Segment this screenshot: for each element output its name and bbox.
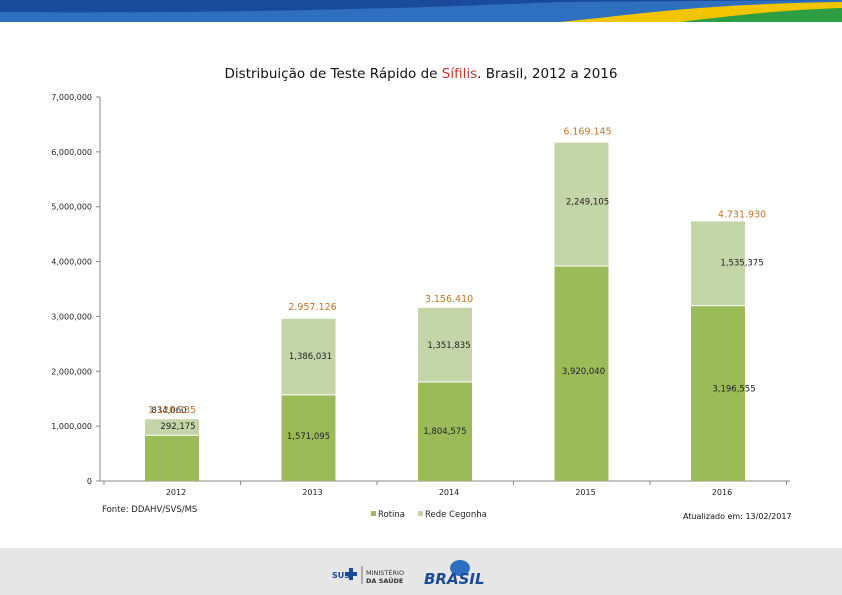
footer-band (0, 548, 842, 595)
source-note: Fonte: DDAHV/SVS/MS (102, 505, 198, 515)
legend-label: Rotina (378, 510, 405, 520)
bar-rotina (418, 382, 472, 481)
cross-icon-h (345, 572, 357, 576)
data-label-rotina: 834,060 (151, 406, 186, 416)
data-label-total: 4.731.930 (718, 209, 766, 220)
ministry-line1: MINISTÉRIO (366, 568, 404, 577)
legend-swatch (418, 511, 423, 516)
data-label-rotina: 3,196,555 (712, 385, 755, 395)
legend-layer: Rotina Rede Cegonha (371, 510, 487, 520)
globe-icon (450, 560, 470, 576)
x-tick-label: 2015 (575, 488, 595, 497)
data-label-rotina: 1,804,575 (423, 427, 466, 437)
y-tick-label: 7,000,000 (51, 93, 92, 102)
y-tick-label: 4,000,000 (51, 258, 92, 267)
y-tick-label: 2,000,000 (51, 367, 92, 376)
ministry-line2: DA SAÚDE (366, 576, 403, 585)
y-tick-label: 0 (87, 477, 92, 486)
x-tick-label: 2016 (712, 488, 732, 497)
y-tick-label: 6,000,000 (51, 148, 92, 157)
y-tick-label: 5,000,000 (51, 203, 92, 212)
brasil-logo: BRASIL (424, 570, 485, 588)
data-label-total: 2.957.126 (288, 302, 336, 313)
bar-rede-cegonha (281, 318, 336, 395)
x-tick-label: 2014 (439, 488, 459, 497)
legend-swatch (371, 511, 376, 516)
bar-rotina (554, 265, 609, 481)
axis-layer: 0 1,000,000 2,000,000 3,000,000 4,000,000 5,0… (51, 93, 790, 486)
label-layer: 2012 2013 2014 2015 2016 834,060 292,175 1.126.… (148, 127, 766, 497)
legend-label: Rede Cegonha (425, 510, 487, 520)
data-label-rede-cegonha: 2,249,105 (566, 198, 609, 208)
updated-note: Atualizado em: 13/02/2017 (683, 512, 792, 521)
bar-rotina (691, 305, 745, 481)
bar-rotina (145, 435, 199, 481)
data-label-rotina: 3,920,040 (562, 367, 605, 377)
chart-title: Distribuição de Teste Rápido de Sífilis.… (0, 66, 842, 82)
x-tick-label: 2013 (302, 488, 322, 497)
chart-title-highlight: Sífilis (441, 66, 478, 82)
bar-layer (145, 142, 745, 481)
data-label-total: 1.126.235 (148, 405, 196, 416)
sus-logo: SUS (332, 571, 350, 580)
y-tick-label: 3,000,000 (51, 312, 92, 321)
bar-rotina (281, 394, 336, 481)
top-decorative-band (0, 0, 842, 22)
data-label-total: 6.169.145 (563, 127, 611, 138)
chart-title-prefix: Distribuição de Teste Rápido de (224, 66, 442, 82)
top-band-green (680, 8, 842, 22)
data-label-total: 3.156.410 (425, 294, 473, 305)
y-tick-label: 1,000,000 (51, 422, 92, 431)
data-label-rede-cegonha: 1,386,031 (289, 352, 332, 362)
data-label-rede-cegonha: 1,351,835 (427, 341, 470, 351)
data-label-rotina: 1,571,095 (287, 432, 330, 442)
government-logos: SUS MINISTÉRIO DA SAÚDE BRASIL (332, 560, 485, 588)
data-label-rede-cegonha: 1,535,375 (720, 258, 763, 268)
x-tick-label: 2012 (166, 488, 186, 497)
data-label-rede-cegonha: 292,175 (160, 422, 195, 432)
bar-rede-cegonha (418, 307, 472, 383)
bar-rede-cegonha (554, 142, 609, 266)
chart-title-suffix: . Brasil, 2012 a 2016 (477, 66, 618, 82)
bar-rede-cegonha (145, 419, 199, 436)
bar-rede-cegonha (691, 221, 745, 306)
